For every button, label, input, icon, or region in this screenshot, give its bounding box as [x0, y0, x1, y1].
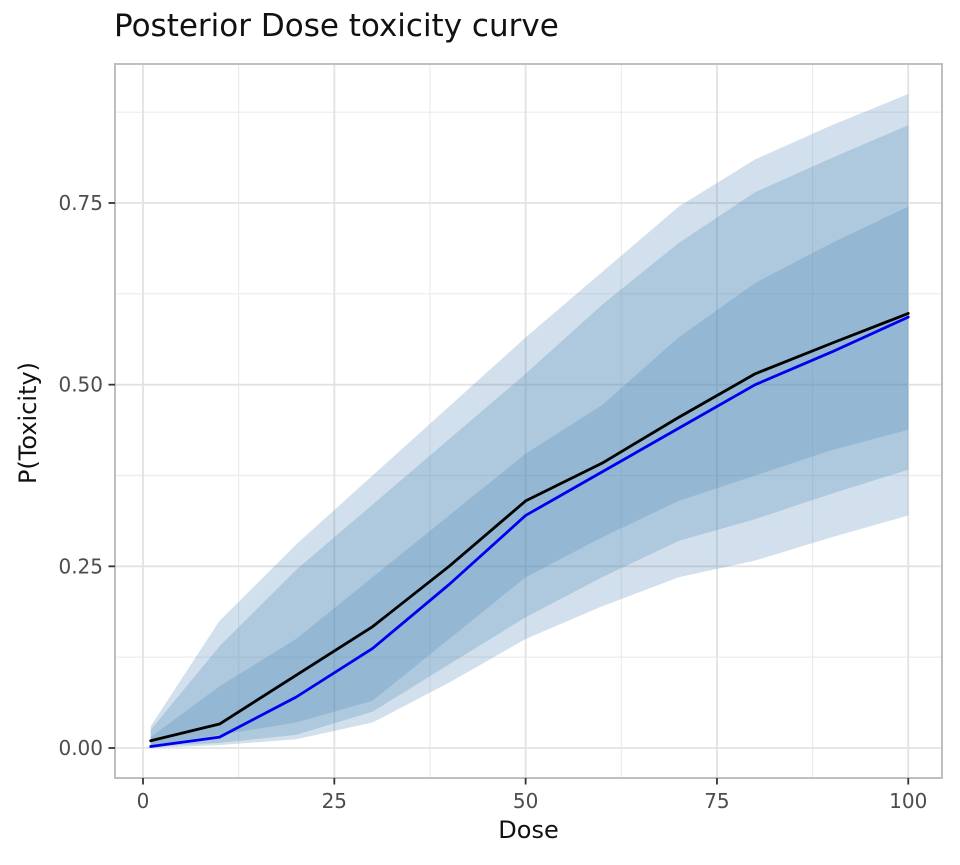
y-axis-title: P(Toxicity)	[14, 361, 42, 485]
panel-border	[114, 63, 943, 779]
x-tick-label: 50	[513, 789, 538, 813]
x-tick-label: 0	[137, 789, 150, 813]
x-tick-label: 100	[889, 789, 927, 813]
y-tick-label: 0.75	[58, 191, 103, 215]
x-tick-label: 75	[704, 789, 729, 813]
y-tick-label: 0.50	[58, 373, 103, 397]
reference-curve-line	[149, 315, 910, 748]
chart-title: Posterior Dose toxicity curve	[114, 8, 559, 44]
posterior-mean-line	[149, 312, 910, 743]
middle-credible-band	[150, 125, 909, 747]
inner-credible-band	[150, 206, 909, 746]
outer-credible-band	[150, 94, 909, 748]
x-tick-label: 25	[322, 789, 347, 813]
x-axis-title: Dose	[498, 816, 559, 844]
y-tick-label: 0.00	[58, 736, 103, 760]
panel-background	[115, 64, 942, 778]
y-tick-label: 0.25	[58, 554, 103, 578]
